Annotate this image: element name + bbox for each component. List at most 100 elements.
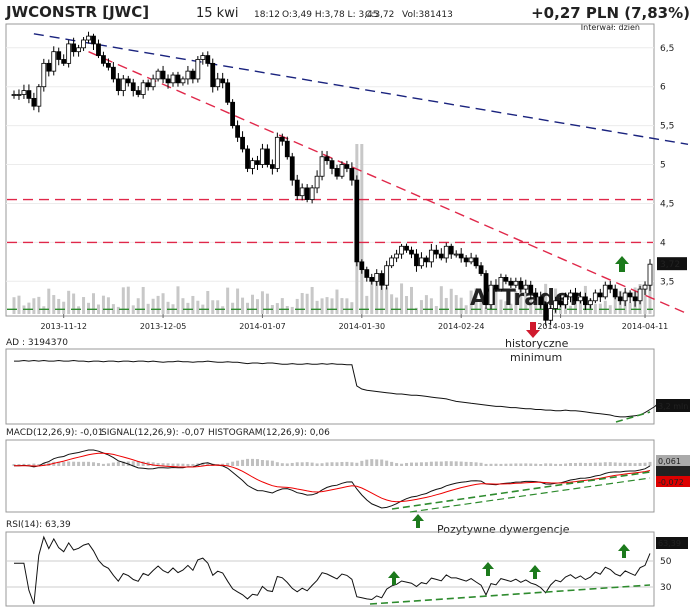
histogram-bar <box>111 462 115 466</box>
candle-body <box>573 292 578 302</box>
candle-body <box>493 284 499 290</box>
histogram-bar <box>315 463 319 466</box>
ad-line <box>14 359 661 418</box>
ad-value-tag: 3,2 mln <box>658 402 688 411</box>
price-y-tick: 4 <box>660 238 666 248</box>
candle-body <box>508 280 514 286</box>
candle-body <box>165 78 171 84</box>
arrow-up-rsi-3-icon <box>529 565 541 579</box>
candle-body <box>647 263 653 286</box>
candle-body <box>578 296 583 302</box>
candle-body <box>359 261 365 271</box>
header-volume: Vol:381413 <box>402 10 453 20</box>
ticker-title: JWCONSTR [JWC] <box>5 3 149 21</box>
header-change: +0,27 PLN (7,83%) <box>531 4 690 22</box>
volume-bar <box>390 294 394 314</box>
volume-bar <box>260 291 264 314</box>
volume-bar <box>613 293 617 314</box>
histogram-bar <box>201 462 205 466</box>
candle-body <box>513 280 519 286</box>
header-close: C:3,72 <box>365 10 394 20</box>
candle-body <box>135 90 141 95</box>
volume-bar <box>246 302 250 314</box>
arrow-up-rsi-4-icon <box>618 544 630 558</box>
volume-bar <box>524 292 528 314</box>
histogram-bar <box>27 463 31 466</box>
histogram-bar <box>106 463 110 466</box>
volume-bar <box>241 297 245 314</box>
histogram-bar <box>37 463 41 466</box>
volume-bar <box>449 288 453 314</box>
histogram-bar <box>280 463 284 466</box>
volume-bar <box>608 305 612 314</box>
candle-body <box>409 249 414 255</box>
volume-bar <box>365 295 369 314</box>
histogram-bar <box>360 460 364 466</box>
volume-bar <box>131 305 135 314</box>
volume-bar <box>315 300 319 314</box>
histogram-bar <box>300 462 304 466</box>
volume-bar <box>414 307 418 314</box>
volume-bar <box>17 295 21 314</box>
volume-bar <box>464 305 468 314</box>
volume-bar <box>151 298 155 314</box>
macd-panel: MACD(12,26,9): -0,01 SIGNAL(12,26,9): -0… <box>5 428 690 536</box>
candle-body <box>424 257 429 263</box>
volume-bar <box>116 306 120 314</box>
rsi-label: RSI(14): 63,39 <box>6 520 71 530</box>
volume-bar <box>578 296 582 314</box>
arrow-up-macd-icon <box>412 514 424 528</box>
volume-bar <box>469 290 473 314</box>
histogram-bar <box>246 458 250 466</box>
candle-body <box>458 253 464 259</box>
histogram-bar <box>380 459 384 466</box>
volume-bar <box>400 283 404 314</box>
arrow-down-red-icon <box>526 322 540 338</box>
candle-body <box>205 55 211 64</box>
volume-bar <box>216 300 220 314</box>
header-time: 18:12 <box>254 10 280 20</box>
volume-bar <box>231 302 235 314</box>
volume-bar <box>196 300 200 314</box>
candle-body <box>587 300 593 306</box>
volume-bar <box>265 293 269 314</box>
volume-bar <box>161 293 165 314</box>
candle-body <box>399 245 404 255</box>
volume-bar <box>96 304 100 314</box>
signal-label: SIGNAL(12,26,9): -0,07 <box>101 428 205 438</box>
volume-bar <box>37 296 41 314</box>
histogram-bar <box>424 462 428 466</box>
candlesticks <box>11 31 653 326</box>
candle-body <box>31 97 37 107</box>
volume-bar <box>166 301 170 314</box>
histogram-bar <box>484 463 488 466</box>
histogram-bar <box>101 463 105 466</box>
candle-body <box>16 94 22 96</box>
histogram-bar <box>77 461 81 466</box>
histogram-bar <box>87 461 91 466</box>
candle-body <box>185 70 191 80</box>
volume-bar <box>419 300 423 314</box>
volume-bar <box>146 303 150 314</box>
candle-body <box>260 148 265 165</box>
histogram-bar <box>320 463 324 466</box>
rsi-line <box>14 535 651 605</box>
volume-bar <box>544 283 548 314</box>
candle-body <box>483 273 489 306</box>
signal-value-tag: -0,072 <box>658 478 684 487</box>
volume-bar <box>494 287 498 314</box>
volume-bar <box>275 303 279 314</box>
rsi-tick-30: 30 <box>660 583 672 593</box>
volume-bar <box>385 287 389 314</box>
macd-divergence-line <box>391 471 651 510</box>
ad-divergence-line <box>615 411 651 423</box>
histogram-bar <box>504 463 508 466</box>
histogram-bar <box>578 462 582 466</box>
histogram-bar <box>62 461 66 466</box>
histogram-bar <box>454 461 458 466</box>
candle-body <box>160 70 166 80</box>
volume-bar <box>295 298 299 314</box>
histogram-bar <box>444 461 448 466</box>
ad-label: AD : 3194370 <box>6 338 68 348</box>
